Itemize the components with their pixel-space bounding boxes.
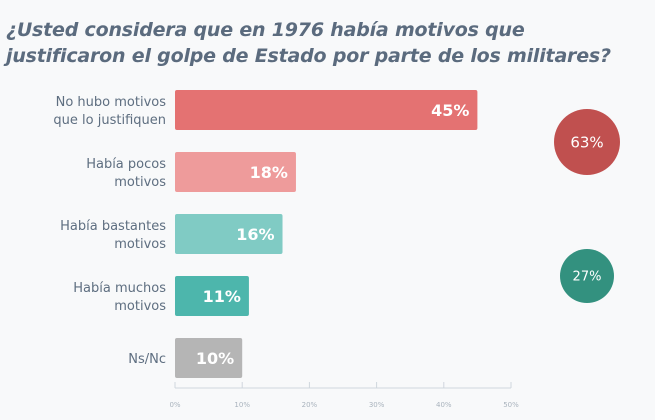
tick-label: 50% [503, 401, 519, 409]
bar [175, 214, 283, 254]
category-label: Había muchos [73, 281, 166, 296]
tick-label: 0% [169, 401, 180, 409]
category-label: No hubo motivos [56, 95, 167, 110]
tick-label: 20% [302, 401, 318, 409]
tick-label: 40% [436, 401, 452, 409]
bars-group: 45% No hubo motivos que lo justifiquen 18% H… [53, 90, 478, 378]
bar [175, 152, 296, 192]
bar [175, 90, 478, 130]
category-label: Ns/Nc [128, 352, 166, 367]
group-total-bubble [554, 109, 620, 175]
bar-value-label: 16% [236, 225, 274, 244]
category-label: motivos [114, 299, 166, 314]
category-label: Había bastantes [60, 219, 166, 234]
category-label: que lo justifiquen [53, 113, 166, 128]
group-total-bubble [560, 249, 614, 303]
x-axis: 0% 10% 20% 30% 40% 50% [169, 382, 519, 409]
group-total-label: 63% [570, 133, 603, 151]
bar-value-label: 11% [203, 287, 241, 306]
category-label: motivos [114, 175, 166, 190]
bar [175, 276, 249, 316]
category-label: motivos [114, 237, 166, 252]
tick-label: 10% [234, 401, 250, 409]
category-label: Había pocos [86, 157, 166, 172]
bar-value-label: 10% [196, 349, 234, 368]
bar-value-label: 18% [250, 163, 288, 182]
group-totals: 63% 27% [554, 109, 620, 303]
chart-title: ¿Usted considera que en 1976 había motiv… [6, 19, 611, 67]
bar [175, 338, 243, 378]
tick-label: 30% [369, 401, 385, 409]
bar-value-label: 45% [431, 101, 469, 120]
group-total-label: 27% [573, 270, 602, 285]
